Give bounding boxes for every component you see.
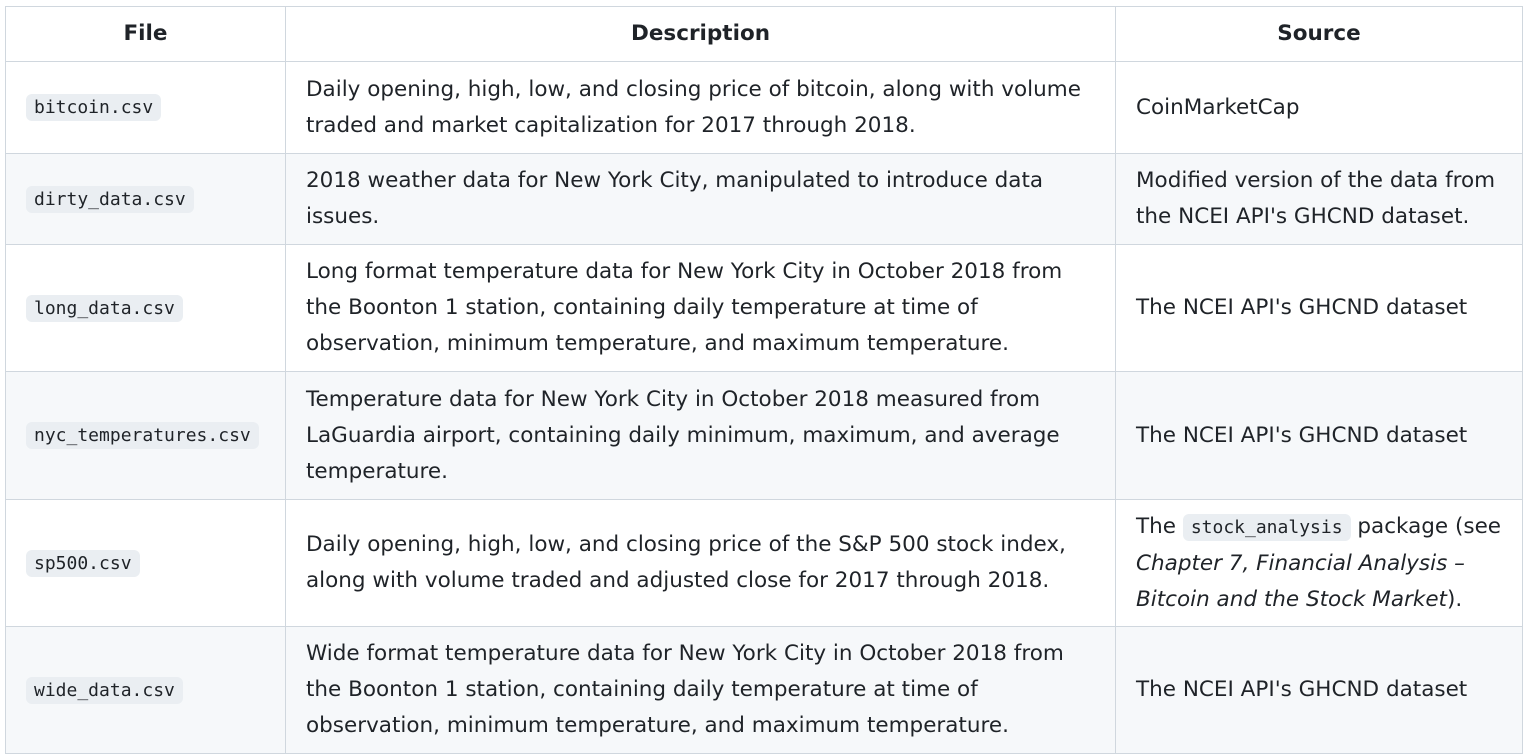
file-cell: long_data.csv	[5, 244, 286, 372]
table-row: sp500.csv Daily opening, high, low, and …	[5, 499, 1523, 627]
source-cell: The NCEI API's GHCND dataset	[1115, 371, 1523, 500]
description-cell: 2018 weather data for New York City, man…	[285, 153, 1116, 245]
source-cell: Modified version of the data from the NC…	[1115, 153, 1523, 245]
table-row: nyc_temperatures.csv Temperature data fo…	[5, 371, 1523, 500]
table-row: long_data.csv Long format temperature da…	[5, 244, 1523, 372]
file-name: wide_data.csv	[26, 676, 183, 704]
source-cell: The stock_analysis package (see Chapter …	[1115, 499, 1523, 627]
chapter-reference: Chapter 7, Financial Analysis – Bitcoin …	[1136, 550, 1465, 612]
data-files-table: File Description Source bitcoin.csv Dail…	[5, 6, 1523, 754]
table-row: bitcoin.csv Daily opening, high, low, an…	[5, 61, 1523, 154]
source-text: ).	[1446, 586, 1463, 612]
source-text: The	[1136, 513, 1183, 539]
description-cell: Long format temperature data for New Yor…	[285, 244, 1116, 372]
description-cell: Wide format temperature data for New Yor…	[285, 626, 1116, 754]
column-header-description: Description	[285, 6, 1116, 62]
file-cell: sp500.csv	[5, 499, 286, 627]
column-header-file: File	[5, 6, 286, 62]
file-name: nyc_temperatures.csv	[26, 422, 259, 449]
source-text: package (see	[1350, 513, 1502, 539]
file-name: dirty_data.csv	[26, 185, 194, 213]
table-header-row: File Description Source	[5, 6, 1523, 62]
table-row: dirty_data.csv 2018 weather data for New…	[5, 153, 1523, 245]
file-cell: wide_data.csv	[5, 626, 286, 754]
table-row: wide_data.csv Wide format temperature da…	[5, 626, 1523, 754]
source-cell: The NCEI API's GHCND dataset	[1115, 626, 1523, 754]
description-cell: Temperature data for New York City in Oc…	[285, 371, 1116, 500]
file-name: sp500.csv	[26, 549, 140, 577]
description-cell: Daily opening, high, low, and closing pr…	[285, 61, 1116, 154]
file-name: long_data.csv	[26, 294, 183, 322]
file-cell: bitcoin.csv	[5, 61, 286, 154]
file-cell: dirty_data.csv	[5, 153, 286, 245]
source-cell: The NCEI API's GHCND dataset	[1115, 244, 1523, 372]
column-header-source: Source	[1115, 6, 1523, 62]
source-cell: CoinMarketCap	[1115, 61, 1523, 154]
package-name: stock_analysis	[1182, 513, 1351, 541]
file-name: bitcoin.csv	[26, 94, 162, 121]
file-cell: nyc_temperatures.csv	[5, 371, 286, 500]
description-cell: Daily opening, high, low, and closing pr…	[285, 499, 1116, 627]
